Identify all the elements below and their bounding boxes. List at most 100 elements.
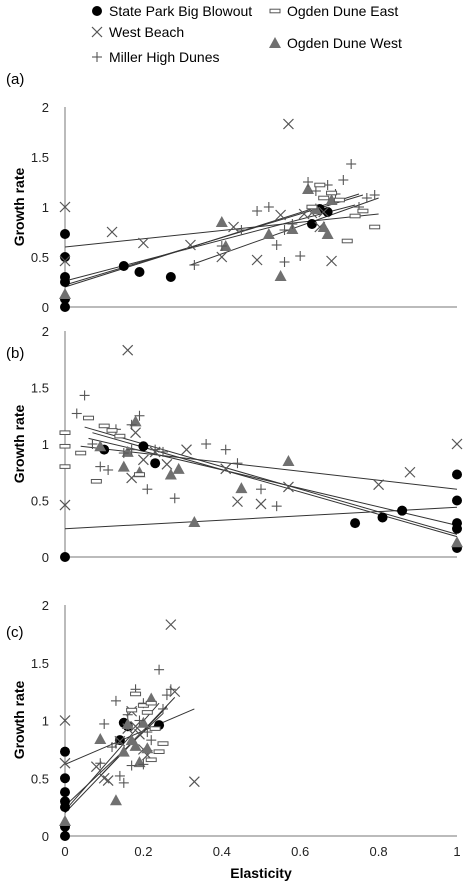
data-point-plus	[99, 718, 110, 729]
data-point-plus	[126, 419, 137, 430]
data-point-circle	[452, 495, 462, 506]
data-point-dash	[90, 478, 102, 484]
data-point-plus	[154, 664, 165, 675]
series-plus	[189, 159, 380, 270]
data-point-x	[326, 255, 337, 267]
legend-marker-mhd	[92, 52, 102, 62]
data-point-circle	[350, 518, 361, 529]
legend-label-odE: Ogden Dune East	[287, 3, 398, 19]
data-point-triangle	[172, 462, 185, 474]
data-point-triangle	[109, 794, 122, 806]
legend-item-sp: State Park Big Blowout	[92, 3, 252, 19]
data-point-circle	[60, 773, 70, 784]
trendline-1	[64, 213, 379, 248]
data-point-x	[283, 481, 294, 493]
y-tick-label: 2	[42, 598, 49, 613]
trendline-1	[80, 445, 458, 490]
data-point-circle	[60, 302, 70, 312]
data-point-plus	[361, 193, 372, 203]
panel-1: (a) Growth rate 0 0.5 1 1.5 2	[6, 71, 457, 315]
data-point-x-stroke-b	[59, 201, 71, 213]
data-point-plus	[146, 735, 157, 746]
data-point-circle	[60, 552, 70, 562]
legend-marker-odE	[269, 8, 281, 14]
data-point-x	[134, 728, 145, 740]
data-point-plus	[95, 758, 106, 769]
data-point-x	[165, 619, 177, 631]
data-point-x-stroke-b	[122, 344, 134, 356]
data-point-x	[185, 239, 196, 251]
data-point-x-stroke-b	[275, 209, 287, 221]
data-point-dash	[59, 464, 71, 469]
data-point-circle	[165, 272, 176, 282]
series-x	[59, 619, 200, 788]
panels: (a) Growth rate 0 0.5 1 1.5 2 (b) Growth rate 0 0.…	[6, 71, 463, 881]
data-point-plus	[150, 444, 161, 455]
data-point-plus	[114, 770, 125, 781]
data-point-plus	[236, 225, 247, 235]
legend-label-sp: State Park Big Blowout	[109, 3, 252, 19]
data-point-plus	[216, 241, 227, 251]
data-point-circle	[452, 469, 462, 480]
data-point-x	[130, 720, 141, 732]
data-point-triangle	[129, 415, 142, 427]
data-point-circle	[60, 787, 70, 798]
data-point-dash	[141, 710, 153, 715]
data-point-x	[137, 237, 149, 249]
data-point-triangle	[94, 440, 107, 452]
y-tick-label: 0	[42, 829, 49, 844]
data-point-x	[59, 757, 71, 769]
data-point-x-stroke-b	[59, 715, 71, 726]
data-point-triangle	[121, 717, 134, 729]
y-tick-label: 0	[42, 550, 49, 565]
data-point-circle	[397, 505, 408, 516]
data-point-dash	[137, 703, 149, 708]
data-point-triangle	[117, 745, 130, 757]
y-tick-label: 2	[42, 324, 49, 339]
trendline-4	[64, 713, 164, 807]
data-point-plus	[263, 202, 274, 212]
data-point-triangle	[59, 288, 71, 299]
data-point-x-stroke-b	[130, 427, 141, 439]
data-point-dash	[349, 213, 361, 219]
data-point-x-stroke-b	[165, 619, 177, 631]
data-point-dash	[369, 224, 381, 230]
data-point-circle	[60, 831, 70, 841]
data-point-triangle	[59, 814, 71, 826]
data-point-plus	[71, 408, 82, 419]
data-point-triangle	[117, 460, 130, 472]
panel-3: (c) Growth rate 0 0.5 1 1.5 2 0 0.2 0.4 0.6 0.8 1 Ela…	[6, 598, 461, 881]
data-point-x	[188, 776, 200, 788]
x-tick-label: 0.4	[213, 844, 231, 859]
data-point-x	[106, 226, 118, 238]
data-point-x-stroke-b	[181, 444, 192, 456]
data-point-x	[255, 498, 267, 510]
y-tick-label: 1	[42, 714, 49, 729]
data-point-plus	[134, 410, 145, 421]
data-point-circle	[114, 735, 125, 746]
data-point-plus	[110, 738, 121, 749]
x-tick-label: 1	[453, 844, 460, 859]
x-axis-label: Elasticity	[230, 865, 292, 881]
data-point-triangle	[164, 468, 177, 480]
y-tick-label: 1	[42, 437, 49, 452]
data-point-plus	[232, 458, 243, 469]
series-plus	[71, 390, 282, 512]
data-point-x-stroke-b	[220, 463, 232, 475]
data-point-plus	[158, 446, 168, 457]
data-point-x-stroke-b	[59, 757, 71, 769]
data-point-x	[130, 427, 141, 439]
data-point-plus	[279, 225, 290, 235]
data-point-x-stroke-b	[98, 772, 110, 784]
data-point-dash	[326, 190, 338, 196]
data-point-triangle	[137, 716, 150, 728]
data-point-x	[220, 463, 232, 475]
data-point-circle	[306, 219, 317, 229]
data-point-triangle	[282, 454, 295, 466]
data-point-x-stroke-b	[114, 735, 126, 747]
data-point-dash	[145, 757, 157, 763]
data-point-triangle	[235, 482, 248, 494]
data-point-plus	[118, 777, 129, 788]
data-point-x-stroke-b	[318, 206, 330, 218]
data-point-x	[59, 201, 71, 213]
